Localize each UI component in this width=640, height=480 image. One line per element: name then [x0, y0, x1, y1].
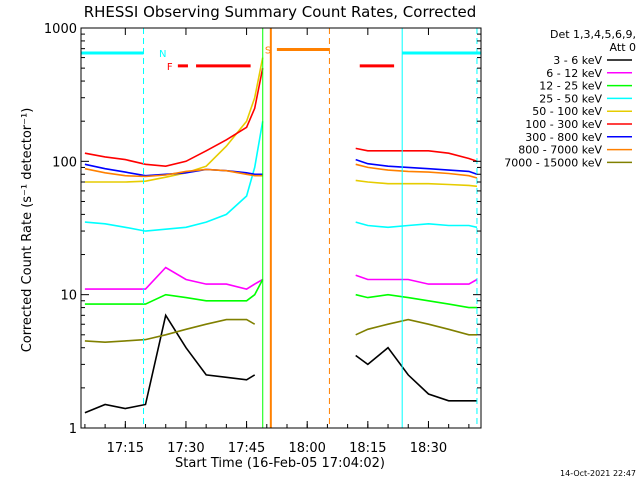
series-line-6-0	[84, 163, 263, 177]
event-lines	[143, 28, 478, 428]
legend-label-7: 800 - 7000 keV	[518, 144, 602, 157]
y-tick-label-0: 1	[69, 422, 77, 437]
series-line-7-0	[84, 167, 263, 178]
x-tick-label-3: 18:00	[288, 441, 325, 456]
x-tick-label-0: 17:15	[107, 441, 144, 456]
series-line-4-0	[84, 57, 264, 183]
legend-label-0: 3 - 6 keV	[553, 54, 602, 67]
series-line-1-1	[355, 274, 478, 285]
series-line-6-1	[355, 158, 478, 176]
series-layer	[84, 57, 478, 414]
legend-label-6: 300 - 800 keV	[525, 131, 602, 144]
legend-label-3: 25 - 50 keV	[539, 92, 602, 105]
legend-label-2: 12 - 25 keV	[539, 80, 602, 93]
bar-label-N: N	[159, 49, 166, 60]
legend-header: Det 1,3,4,5,6,9,	[550, 28, 636, 41]
x-tick-label-5: 18:30	[410, 441, 447, 456]
series-line-5-1	[355, 147, 478, 163]
status-bars: NF S	[81, 45, 481, 73]
bar-label-S: S	[265, 45, 271, 56]
plot-frame	[80, 27, 482, 429]
legend-attenuator: Att 0	[610, 41, 636, 54]
y-tick-label-1: 10	[60, 289, 77, 304]
series-line-8-1	[355, 318, 477, 336]
legend-label-8: 7000 - 15000 keV	[504, 156, 602, 169]
y-tick-label-3: 1000	[44, 22, 77, 37]
y-axis-label: Corrected Count Rate (s⁻¹ detector⁻¹)	[20, 108, 35, 353]
series-line-3-0	[84, 121, 264, 232]
series-line-1-0	[84, 266, 264, 290]
series-line-5-0	[84, 67, 264, 168]
series-line-0-0	[84, 313, 256, 414]
legend-label-4: 50 - 100 keV	[532, 105, 602, 118]
series-line-2-1	[355, 293, 477, 309]
series-line-7-1	[355, 163, 478, 179]
y-tick-label-2: 100	[52, 155, 77, 170]
legend-label-5: 100 - 300 keV	[525, 118, 602, 131]
series-line-0-1	[355, 346, 477, 402]
x-tick-label-2: 17:45	[228, 441, 265, 456]
axes: 17:15 17:30 17:45 18:00 18:15 18:30 1 10 100 1000	[44, 22, 481, 456]
legend-label-1: 6 - 12 keV	[546, 67, 602, 80]
series-line-2-0	[84, 279, 264, 305]
x-tick-label-4: 18:15	[349, 441, 386, 456]
x-axis-label: Start Time (16-Feb-05 17:04:02)	[175, 456, 385, 471]
footer-timestamp: 14-Oct-2021 22:47	[560, 469, 636, 478]
x-tick-label-1: 17:30	[167, 441, 204, 456]
series-line-3-1	[355, 221, 478, 229]
series-line-8-0	[84, 318, 256, 344]
series-line-4-1	[355, 179, 478, 188]
chart-title: RHESSI Observing Summary Count Rates, Co…	[84, 3, 477, 21]
bar-label-F: F	[167, 62, 173, 73]
